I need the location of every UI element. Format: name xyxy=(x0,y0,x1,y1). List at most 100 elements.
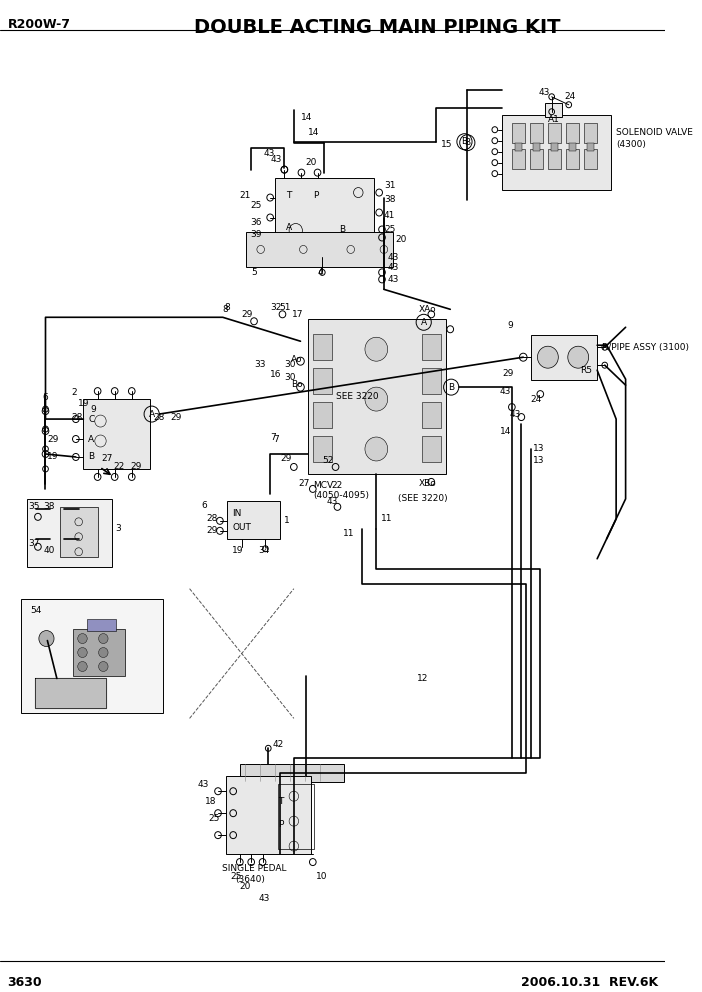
Text: 31: 31 xyxy=(384,182,395,190)
Text: DOUBLE ACTING MAIN PIPING KIT: DOUBLE ACTING MAIN PIPING KIT xyxy=(194,18,561,37)
Text: R/PIPE ASSY (3100): R/PIPE ASSY (3100) xyxy=(602,342,689,352)
Text: 19: 19 xyxy=(48,452,59,461)
Circle shape xyxy=(98,648,108,658)
Text: 17: 17 xyxy=(292,310,303,318)
Text: 21: 21 xyxy=(239,191,250,200)
Text: 41: 41 xyxy=(384,211,395,220)
Text: (SEE 3220): (SEE 3220) xyxy=(398,494,448,503)
Text: 34: 34 xyxy=(258,547,269,556)
Bar xyxy=(73,629,125,677)
Text: 11: 11 xyxy=(381,514,392,524)
Bar xyxy=(422,368,441,394)
Text: 28: 28 xyxy=(206,514,218,524)
Text: C: C xyxy=(88,415,94,424)
Text: 2006.10.31  REV.6K: 2006.10.31 REV.6K xyxy=(521,976,658,989)
Text: 25: 25 xyxy=(230,872,241,881)
Text: 24: 24 xyxy=(564,92,575,101)
Text: 7: 7 xyxy=(273,434,279,443)
Text: 43: 43 xyxy=(327,497,338,506)
Text: 30: 30 xyxy=(284,373,296,382)
Text: T: T xyxy=(286,191,291,200)
Bar xyxy=(515,143,522,151)
Bar xyxy=(275,178,374,257)
Text: 14: 14 xyxy=(500,427,511,435)
Text: 2: 2 xyxy=(71,388,77,397)
Bar xyxy=(308,319,446,474)
Text: 52: 52 xyxy=(322,456,333,465)
Text: 29: 29 xyxy=(48,434,59,443)
Text: 20: 20 xyxy=(240,882,251,891)
Bar xyxy=(60,507,98,557)
Text: A: A xyxy=(420,317,427,326)
Bar xyxy=(569,143,576,151)
Text: 43: 43 xyxy=(388,275,399,284)
Text: B: B xyxy=(448,383,454,392)
Circle shape xyxy=(78,648,87,658)
Circle shape xyxy=(365,437,388,461)
Bar xyxy=(84,399,150,469)
Text: 4: 4 xyxy=(317,268,323,277)
Bar xyxy=(566,123,579,143)
Bar xyxy=(246,232,393,268)
Circle shape xyxy=(98,662,108,672)
Text: 10: 10 xyxy=(316,872,327,881)
Circle shape xyxy=(78,662,87,672)
Text: 14: 14 xyxy=(301,113,313,122)
Text: 30: 30 xyxy=(284,360,296,369)
Bar xyxy=(503,115,611,189)
Text: 6: 6 xyxy=(43,393,48,402)
Text: 32: 32 xyxy=(270,303,282,311)
Text: MCV: MCV xyxy=(313,481,333,490)
Text: 28: 28 xyxy=(71,413,82,422)
Text: B: B xyxy=(461,137,468,146)
Text: 43: 43 xyxy=(270,155,282,164)
Text: 29: 29 xyxy=(281,454,292,463)
Text: Bo: Bo xyxy=(291,380,303,389)
Text: 8: 8 xyxy=(225,303,230,311)
Bar xyxy=(422,436,441,462)
Text: SEE 3220: SEE 3220 xyxy=(336,392,378,401)
Text: 20: 20 xyxy=(395,235,406,244)
Bar xyxy=(584,123,597,143)
Text: 25: 25 xyxy=(250,201,262,210)
Text: B: B xyxy=(464,138,470,147)
Text: A: A xyxy=(88,434,94,443)
Text: P: P xyxy=(313,191,318,200)
Text: Ao: Ao xyxy=(291,355,303,364)
Text: 9: 9 xyxy=(507,320,513,329)
Polygon shape xyxy=(35,679,106,708)
Text: 39: 39 xyxy=(250,230,262,239)
Text: 43: 43 xyxy=(197,780,208,789)
Text: 5: 5 xyxy=(251,268,257,277)
Text: 24: 24 xyxy=(531,395,542,404)
Bar xyxy=(584,149,597,169)
Bar xyxy=(530,123,543,143)
Text: A1: A1 xyxy=(548,115,559,124)
Text: 43: 43 xyxy=(500,387,511,396)
Bar xyxy=(225,777,311,854)
Text: 15: 15 xyxy=(441,140,452,149)
Bar xyxy=(551,143,558,151)
Text: (3640): (3640) xyxy=(235,875,265,884)
Bar xyxy=(533,143,541,151)
Text: 35: 35 xyxy=(29,502,40,511)
Text: T: T xyxy=(278,797,283,806)
Text: (4050-4095): (4050-4095) xyxy=(313,491,369,500)
Text: (4300): (4300) xyxy=(616,140,646,149)
Circle shape xyxy=(365,387,388,411)
Circle shape xyxy=(78,634,87,644)
Text: 22: 22 xyxy=(114,462,125,471)
Text: 27: 27 xyxy=(298,479,310,488)
Text: 43: 43 xyxy=(510,410,522,419)
Text: 51: 51 xyxy=(279,303,291,311)
Text: 38: 38 xyxy=(384,195,395,204)
Text: 43: 43 xyxy=(259,895,270,904)
Text: 6: 6 xyxy=(201,501,206,510)
Bar xyxy=(512,123,525,143)
Bar xyxy=(587,143,595,151)
Bar xyxy=(21,598,163,713)
Text: 27: 27 xyxy=(101,454,113,463)
Text: 43: 43 xyxy=(263,149,275,158)
Bar xyxy=(227,501,279,539)
Bar xyxy=(240,764,344,783)
